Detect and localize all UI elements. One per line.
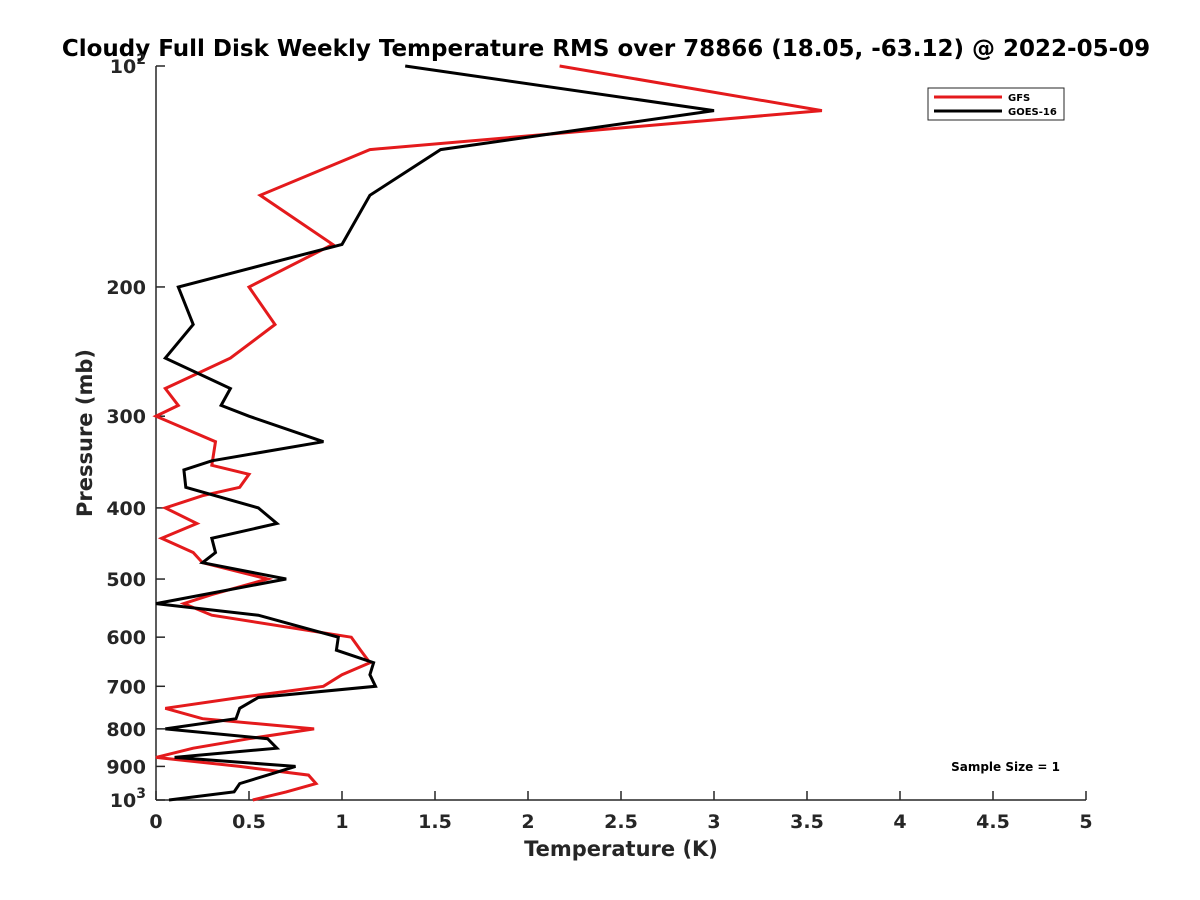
y-axis-label: Pressure (mb) [73,349,97,517]
x-tick-label: 2.5 [604,811,638,833]
series-line-gfs [152,64,823,802]
x-tick-label: 2 [521,811,534,833]
x-tick-label: 5 [1079,811,1092,833]
y-tick-label: 800 [106,719,146,741]
y-tick-label: 300 [106,406,146,428]
y-tick-label: 600 [106,627,146,649]
x-tick-label: 3 [707,811,720,833]
y-ticks: 102 200 300 400 500 600 700 800 900 103 [106,52,165,812]
legend: GFS GOES-16 [927,87,1065,121]
legend-box [927,87,1065,121]
y-tick-label: 700 [106,676,146,698]
x-tick-label: 4.5 [976,811,1010,833]
y-tick-label: 102 [110,52,146,78]
legend-label-goes-16: GOES-16 [1008,107,1057,118]
series-group [152,64,823,802]
x-tick-label: 3.5 [790,811,824,833]
chart-title: Cloudy Full Disk Weekly Temperature RMS … [62,36,1150,62]
sample-size-annotation: Sample Size = 1 [951,760,1060,774]
x-tick-label: 0.5 [232,811,266,833]
x-tick-label: 4 [893,811,906,833]
series-line-goes-16 [155,64,715,802]
x-axis-label: Temperature (K) [524,837,718,861]
y-tick-label: 103 [110,786,146,812]
y-tick-label: 500 [106,569,146,591]
y-tick-label: 400 [106,498,146,520]
x-ticks: 0 0.5 1 1.5 2 2.5 3 3.5 4 4.5 5 [149,791,1093,833]
y-tick-label: 900 [106,756,146,778]
x-tick-label: 0 [149,811,162,833]
x-tick-label: 1.5 [418,811,452,833]
legend-label-gfs: GFS [1008,93,1030,104]
y-tick-label: 200 [106,277,146,299]
x-tick-label: 1 [335,811,348,833]
